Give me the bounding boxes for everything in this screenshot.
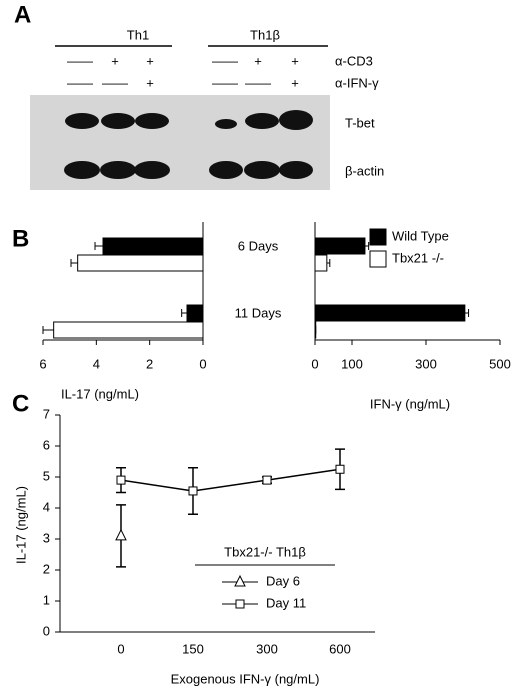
treatment-mark: + [291, 53, 299, 68]
legend-marker [234, 574, 246, 587]
error-bar [181, 309, 187, 317]
treatment-label: α-CD3 [335, 53, 373, 68]
legend-swatch [369, 228, 387, 246]
x-axis-label: Exogenous IFN-γ (ng/mL) [171, 671, 320, 686]
treatment-mark: + [146, 53, 154, 68]
x-tick-label: 0 [117, 641, 124, 656]
legend-label: Wild Type [392, 228, 449, 243]
y-tick-label: 6 [43, 437, 50, 452]
series-line [120, 468, 341, 492]
treatment-mark: —— [212, 75, 238, 90]
error-bar [94, 242, 103, 250]
treatment-mark: + [111, 53, 119, 68]
category-label: 6 Days [238, 238, 279, 253]
y-axis-label: IL-17 (ng/mL) [13, 486, 28, 564]
bar [186, 304, 204, 322]
treatment-mark: —— [212, 53, 238, 68]
treatment-mark: + [291, 75, 299, 90]
legend-label: Tbx21 -/- [392, 250, 444, 265]
marker [115, 528, 127, 541]
x-axis-label: IL-17 (ng/mL) [61, 386, 139, 401]
marker [335, 464, 345, 474]
bar [53, 321, 204, 339]
x-tick-label: 4 [93, 356, 100, 371]
marker [188, 486, 198, 496]
marker [262, 475, 272, 485]
x-tick-label: 6 [39, 356, 46, 371]
bar [314, 304, 466, 322]
treatment-mark: —— [245, 75, 271, 90]
error-bar [364, 242, 370, 250]
x-tick-label: 300 [415, 356, 437, 371]
x-tick-label: 150 [182, 641, 204, 656]
blot-bands [64, 110, 313, 179]
band-label: T-bet [345, 115, 375, 130]
panel-label: A [14, 1, 31, 28]
panel-label: B [12, 225, 29, 252]
error-bar [42, 326, 54, 334]
x-tick-label: 100 [341, 356, 363, 371]
legend-title: Tbx21-/- Th1β [224, 544, 306, 559]
legend-label: Day 6 [266, 573, 300, 588]
marker [116, 475, 126, 485]
band-label: β-actin [345, 163, 384, 178]
treatment-mark: + [254, 53, 262, 68]
treatment-label: α-IFN-γ [335, 75, 379, 90]
legend-label: Day 11 [266, 595, 306, 610]
error-bar [326, 259, 331, 267]
x-axis-label: IFN-γ (ng/mL) [370, 396, 450, 411]
y-tick-label: 0 [43, 623, 50, 638]
x-tick-label: 500 [489, 356, 511, 371]
bar [102, 237, 204, 255]
error-bar [70, 259, 78, 267]
x-tick-label: 0 [199, 356, 206, 371]
panel-label: C [12, 390, 29, 417]
x-tick-label: 300 [256, 641, 278, 656]
legend-swatch [369, 250, 387, 268]
group-label: Th1β [250, 27, 280, 42]
legend-marker [235, 599, 245, 609]
group-label: Th1 [127, 27, 149, 42]
treatment-mark: —— [102, 75, 128, 90]
treatment-mark: —— [67, 53, 93, 68]
error-bar [464, 309, 470, 317]
bar [77, 254, 204, 272]
category-label: 11 Days [235, 305, 282, 320]
y-tick-label: 7 [43, 406, 50, 421]
x-tick-label: 2 [146, 356, 153, 371]
treatment-mark: —— [67, 75, 93, 90]
y-tick-label: 5 [43, 468, 50, 483]
bar [314, 254, 328, 272]
x-tick-label: 0 [311, 356, 318, 371]
y-tick-label: 1 [43, 592, 50, 607]
treatment-mark: + [146, 75, 154, 90]
y-tick-label: 2 [43, 561, 50, 576]
bar [314, 237, 366, 255]
y-tick-label: 4 [43, 499, 50, 514]
x-tick-label: 600 [329, 641, 351, 656]
y-tick-label: 3 [43, 530, 50, 545]
